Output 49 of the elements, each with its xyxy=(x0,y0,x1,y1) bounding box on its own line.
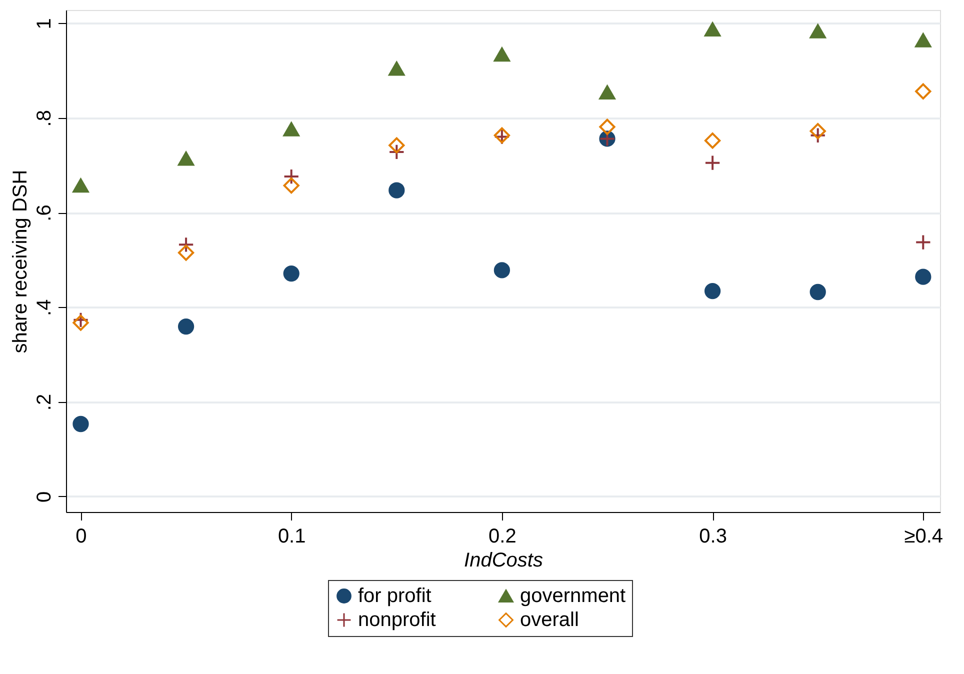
legend-label: for profit xyxy=(358,585,432,607)
legend-label: government xyxy=(520,585,626,607)
point xyxy=(178,244,194,261)
x-tick-label: 0.3 xyxy=(699,526,727,548)
point xyxy=(283,122,300,136)
point xyxy=(388,62,405,76)
point xyxy=(72,312,89,328)
point xyxy=(388,182,405,198)
y-tick-label: 0 xyxy=(34,491,56,502)
point xyxy=(704,282,721,300)
point xyxy=(915,268,932,285)
legend-label: overall xyxy=(520,609,579,631)
point xyxy=(283,265,300,282)
point xyxy=(72,314,89,331)
point xyxy=(810,123,826,140)
point xyxy=(178,236,194,253)
point xyxy=(72,416,89,432)
x-tick-label: 0.1 xyxy=(278,526,306,548)
point xyxy=(494,47,510,62)
x-axis-title: IndCosts xyxy=(464,550,543,572)
point xyxy=(915,234,932,250)
point xyxy=(178,318,194,335)
point xyxy=(704,154,721,171)
point xyxy=(704,132,721,149)
point xyxy=(388,137,405,154)
x-tick-label: 0.2 xyxy=(488,526,516,548)
point xyxy=(915,33,932,48)
point xyxy=(704,22,721,37)
y-tick-label: .2 xyxy=(34,394,56,411)
point xyxy=(810,284,826,300)
point xyxy=(178,151,194,166)
point xyxy=(599,85,616,100)
y-axis-title: share receiving DSH xyxy=(10,170,32,354)
x-tick-label: ≥0.4 xyxy=(904,526,944,548)
point xyxy=(599,118,616,135)
point xyxy=(283,168,300,185)
legend-label: nonprofit xyxy=(358,609,436,631)
point xyxy=(810,24,826,38)
y-tick-label: .8 xyxy=(34,110,56,127)
y-tick-label: .4 xyxy=(34,299,56,316)
point xyxy=(810,127,826,144)
x-tick-label: 0 xyxy=(76,526,87,548)
point xyxy=(388,144,405,160)
point xyxy=(915,83,932,100)
point xyxy=(494,262,510,278)
y-tick-label: .6 xyxy=(34,204,56,222)
point xyxy=(72,178,89,193)
y-tick-label: 1 xyxy=(34,18,56,30)
point xyxy=(283,177,300,194)
